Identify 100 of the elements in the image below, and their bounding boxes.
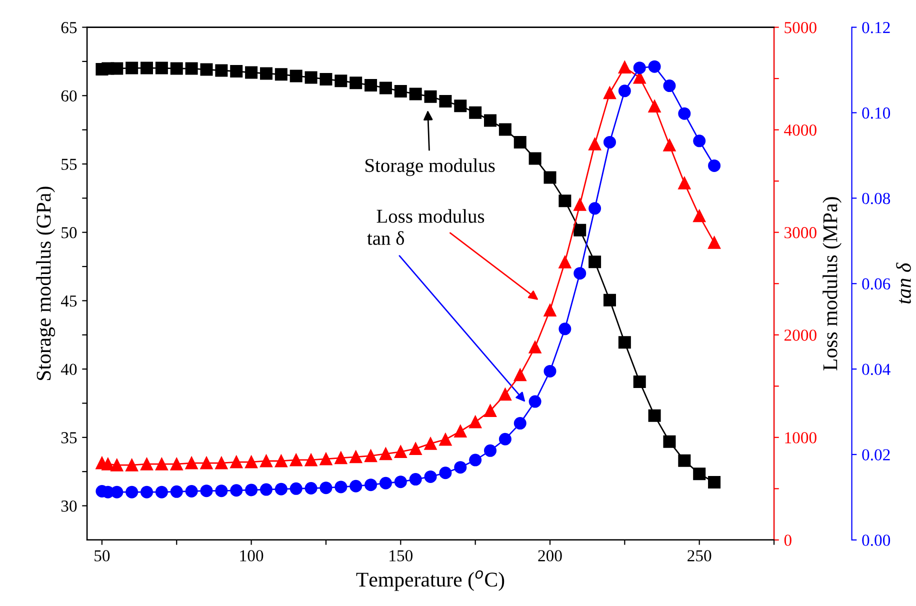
point <box>185 62 198 75</box>
point <box>364 478 378 492</box>
point <box>574 267 586 280</box>
point <box>528 340 542 354</box>
point <box>379 82 392 94</box>
y-tick-label: 50 <box>62 227 77 238</box>
point <box>484 404 497 417</box>
point <box>230 456 243 468</box>
point <box>260 483 272 496</box>
y3-tick-label: 0.08 <box>862 192 890 204</box>
point <box>379 476 392 490</box>
point <box>290 70 302 82</box>
point <box>126 458 138 472</box>
y3-tick-label: 0.02 <box>862 449 890 461</box>
point <box>648 60 661 73</box>
point <box>409 88 422 100</box>
y-tick-label: 60 <box>61 90 77 102</box>
point <box>230 484 243 497</box>
point <box>424 470 437 483</box>
y3-tick-label: 0.10 <box>862 107 890 119</box>
point <box>155 486 168 498</box>
point <box>633 62 646 74</box>
point <box>274 68 288 81</box>
y-axis-title: Storage modulus (GPa) <box>36 186 56 380</box>
point <box>514 417 526 430</box>
point <box>230 65 243 78</box>
y-tick-label: 30 <box>61 500 77 512</box>
point <box>678 107 691 120</box>
point <box>678 454 691 467</box>
y2-axis-title: Loss modulus (MPa) <box>822 197 842 370</box>
point <box>693 468 706 480</box>
point <box>678 176 691 190</box>
y-tick-label: 45 <box>60 296 77 307</box>
point <box>155 62 168 74</box>
point <box>170 485 183 498</box>
y2-tick-label: 3000 <box>784 227 816 238</box>
point <box>648 409 661 422</box>
point <box>528 395 542 408</box>
annotation: tan δ <box>367 231 404 245</box>
point <box>320 72 332 86</box>
point <box>618 84 631 98</box>
point <box>185 484 198 498</box>
point <box>170 62 183 75</box>
point <box>498 123 512 136</box>
point <box>334 452 348 464</box>
point <box>200 484 213 498</box>
point <box>648 100 661 112</box>
point <box>350 480 362 492</box>
point <box>544 171 556 184</box>
point <box>528 152 542 165</box>
point <box>708 476 721 489</box>
y-tick-label: 35 <box>61 432 77 444</box>
point <box>215 456 228 470</box>
point <box>304 71 318 84</box>
point <box>514 136 526 148</box>
y3-tick-label: 0.12 <box>862 22 890 34</box>
point <box>215 484 228 498</box>
point <box>170 458 183 470</box>
point <box>185 456 198 470</box>
point <box>215 64 228 77</box>
x-tick-label: 200 <box>538 550 562 562</box>
point <box>200 63 213 76</box>
point <box>469 416 482 428</box>
point <box>364 450 378 462</box>
point <box>126 486 138 498</box>
point <box>558 256 572 268</box>
y2-tick-label: 4000 <box>784 124 816 136</box>
annotation: Storage modulus <box>366 158 495 176</box>
point <box>394 85 407 98</box>
point <box>439 466 452 480</box>
point <box>439 433 452 446</box>
point <box>260 67 272 80</box>
point <box>544 364 556 378</box>
point <box>409 473 422 486</box>
point <box>558 194 572 208</box>
point <box>409 442 422 455</box>
point <box>110 486 124 498</box>
point <box>663 138 676 152</box>
point <box>102 458 114 470</box>
point <box>320 452 332 466</box>
point <box>544 304 556 317</box>
point <box>290 454 302 466</box>
point <box>290 482 302 495</box>
point <box>484 114 497 127</box>
point <box>663 435 676 448</box>
y2-tick-label: 2000 <box>784 330 816 341</box>
point <box>498 432 512 446</box>
point <box>274 454 288 468</box>
point <box>424 437 437 450</box>
point <box>618 61 631 74</box>
point <box>364 78 378 92</box>
y3-tick-label: 0.06 <box>862 278 890 290</box>
point <box>514 368 526 382</box>
point <box>140 486 154 498</box>
point <box>663 80 676 92</box>
point <box>693 210 706 222</box>
point <box>454 461 467 474</box>
point <box>633 376 646 388</box>
y-tick-label: 65 <box>61 22 77 34</box>
point <box>334 480 348 494</box>
